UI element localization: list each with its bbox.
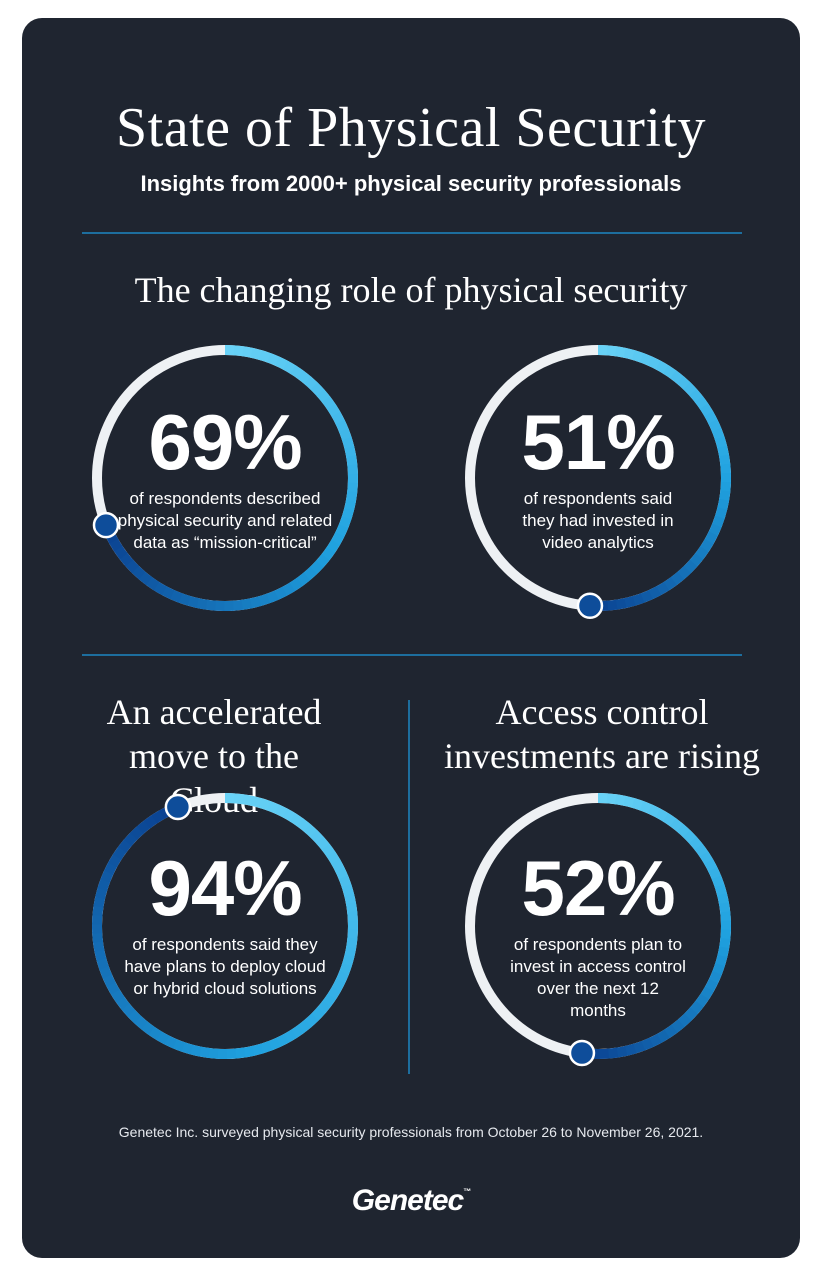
progress-ring-graphic xyxy=(92,345,358,611)
progress-ring-graphic xyxy=(465,344,732,619)
logo-text: Genetec xyxy=(351,1184,464,1217)
stat-description: of respondents described physical securi… xyxy=(117,489,333,552)
survey-footnote: Genetec Inc. surveyed physical security … xyxy=(118,1124,704,1140)
stat-ring-cloud: 94% of respondents said they have plans … xyxy=(85,786,365,1066)
stat-percent: 94% xyxy=(148,844,302,932)
stat-percent: 69% xyxy=(148,398,302,486)
section-title-access-control: Access control investments are rising xyxy=(444,692,760,776)
stat-description: of respondents said they had invested in… xyxy=(522,489,674,552)
stat-percent: 51% xyxy=(521,398,675,486)
ring-end-knob xyxy=(568,1039,596,1067)
stat-description: of respondents said they have plans to d… xyxy=(124,935,326,998)
stat-ring-video-analytics: 51% of respondents said they had investe… xyxy=(458,338,738,619)
page-subtitle: Insights from 2000+ physical security pr… xyxy=(140,171,682,196)
infographic-card: State of Physical Security Insights from… xyxy=(22,18,800,1258)
stat-ring-access-control: 52% of respondents plan to invest in acc… xyxy=(458,786,738,1067)
middle-divider xyxy=(82,654,742,656)
stat-percent: 52% xyxy=(521,844,675,932)
progress-ring-graphic xyxy=(92,792,359,1060)
column-divider xyxy=(408,700,410,1074)
ring-end-knob xyxy=(92,511,120,539)
section-title-changing-role: The changing role of physical security xyxy=(134,270,688,310)
genetec-logo: Genetec™ xyxy=(22,1184,800,1218)
ring-end-knob xyxy=(576,592,604,619)
page-title: State of Physical Security xyxy=(115,97,706,159)
progress-ring-graphic xyxy=(465,792,731,1067)
stat-ring-mission-critical: 69% of respondents described physical se… xyxy=(85,338,365,618)
ring-end-knob xyxy=(164,793,192,821)
trademark-mark: ™ xyxy=(463,1187,471,1196)
stat-description: of respondents plan to invest in access … xyxy=(510,935,686,1020)
top-divider xyxy=(82,232,742,234)
